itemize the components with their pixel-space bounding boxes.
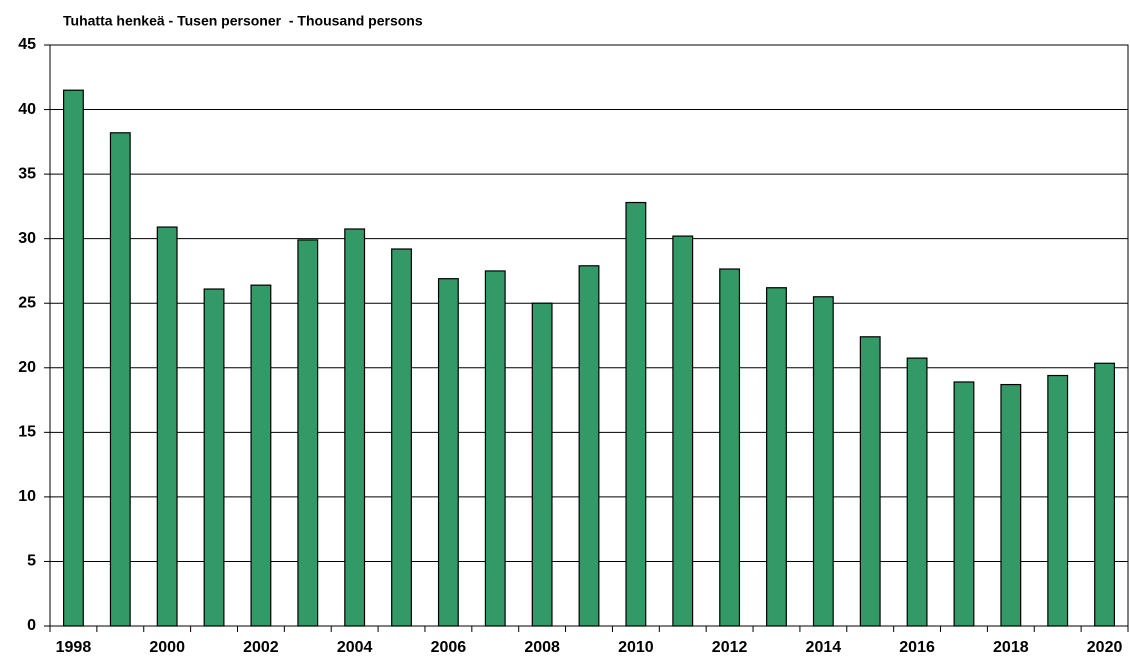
bar — [1047, 374, 1069, 627]
bar — [437, 278, 459, 627]
bar — [484, 270, 506, 627]
x-tick-label: 2016 — [899, 639, 935, 656]
bar — [812, 296, 834, 627]
y-tick-label: 45 — [18, 36, 36, 53]
chart-title: Tuhatta henkeä - Tusen personer - Thousa… — [63, 13, 423, 29]
x-tick-label: 2020 — [1087, 639, 1123, 656]
x-tick-label: 2010 — [618, 639, 654, 656]
x-tick-label: 2002 — [243, 639, 279, 656]
y-tick-label: 20 — [18, 359, 36, 376]
bar — [906, 357, 928, 627]
bar — [250, 284, 272, 627]
y-tick-label: 25 — [18, 294, 36, 311]
x-tick-label: 2018 — [993, 639, 1029, 656]
bar — [953, 381, 975, 627]
y-tick-label: 15 — [18, 424, 36, 441]
bar — [391, 248, 412, 627]
x-tick-label: 2012 — [712, 639, 748, 656]
bar — [531, 302, 553, 627]
bar — [344, 228, 366, 627]
bar — [1094, 362, 1116, 627]
y-tick-label: 10 — [18, 488, 36, 505]
x-tick-label: 2000 — [149, 639, 185, 656]
y-tick-label: 0 — [27, 617, 36, 634]
x-tick-label: 2014 — [806, 639, 842, 656]
x-tick-label: 1998 — [56, 639, 92, 656]
bar — [859, 336, 881, 627]
bar — [625, 201, 647, 627]
bar — [156, 226, 178, 627]
y-tick-label: 35 — [18, 165, 36, 182]
bar — [62, 89, 84, 627]
x-tick-label: 2008 — [524, 639, 560, 656]
bar — [203, 288, 225, 627]
y-tick-label: 40 — [18, 101, 36, 118]
x-tick-label: 2004 — [337, 639, 373, 656]
bar — [1000, 383, 1022, 627]
bar — [297, 239, 319, 627]
bar — [672, 235, 694, 627]
y-tick-label: 5 — [27, 553, 36, 570]
bar — [109, 132, 131, 627]
bar — [719, 268, 741, 627]
bar — [578, 265, 600, 627]
x-tick-label: 2006 — [431, 639, 467, 656]
y-tick-label: 30 — [18, 230, 36, 247]
bar — [766, 287, 787, 627]
